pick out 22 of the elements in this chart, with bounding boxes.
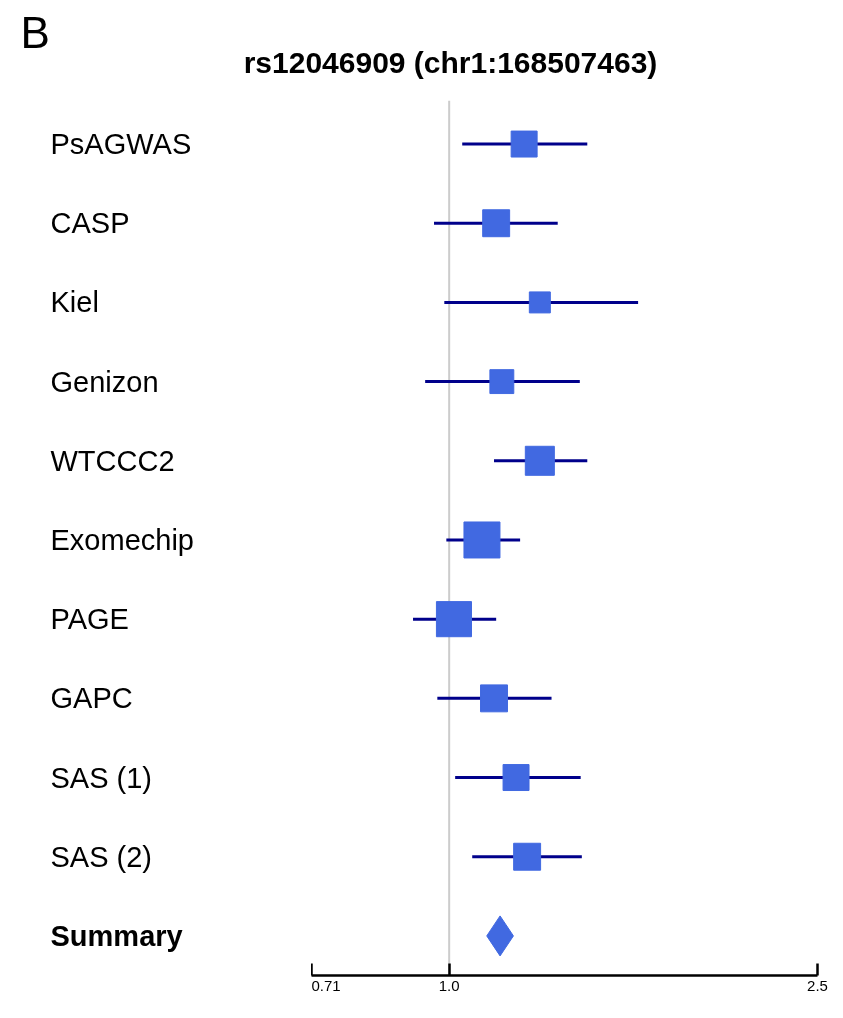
- y-tick-label: Genizon: [50, 365, 159, 398]
- y-tick-label: Exomechip: [50, 523, 194, 556]
- y-tick-label: Summary: [50, 919, 183, 952]
- y-tick-label: WTCCC2: [50, 444, 175, 477]
- point: [502, 764, 530, 792]
- y-tick-label: GAPC: [50, 682, 133, 715]
- y-tick-label: Kiel: [50, 286, 99, 319]
- text: B: [20, 8, 50, 57]
- point: [510, 130, 538, 158]
- y-tick-label: CASP: [50, 207, 130, 240]
- y-tick-label: PsAGWAS: [50, 128, 192, 161]
- point: [513, 842, 542, 871]
- x-tick-label: 0.71: [311, 976, 341, 994]
- chart-title: rs12046909 (chr1:168507463): [243, 46, 658, 79]
- x-tick-label: 1.0: [438, 976, 460, 994]
- point: [524, 445, 555, 476]
- y-tick-label: SAS (1): [50, 761, 153, 794]
- point: [480, 684, 508, 713]
- point: [482, 209, 511, 238]
- y-tick-label: SAS (2): [50, 840, 153, 873]
- y-tick-label: PAGE: [50, 603, 129, 636]
- x-tick-label: 2.5: [807, 976, 828, 994]
